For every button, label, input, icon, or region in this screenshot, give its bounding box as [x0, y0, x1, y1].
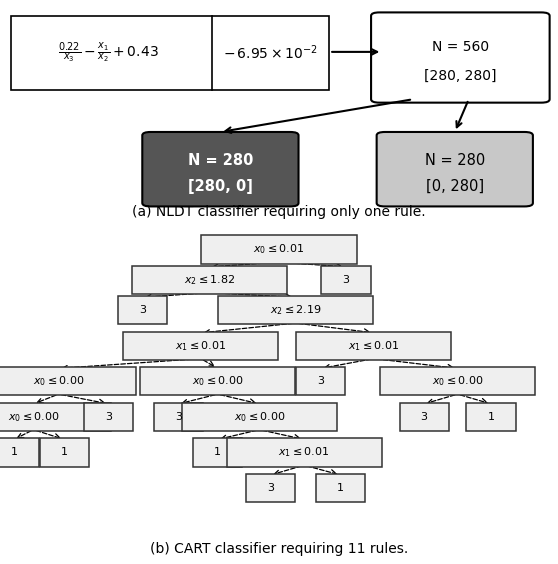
FancyBboxPatch shape [11, 16, 329, 90]
FancyBboxPatch shape [400, 403, 449, 431]
Text: 3: 3 [139, 305, 146, 315]
FancyBboxPatch shape [140, 367, 295, 395]
FancyBboxPatch shape [84, 403, 133, 431]
Text: $x_0 \leq 0.01$: $x_0 \leq 0.01$ [253, 243, 305, 256]
Text: $\frac{0.22}{x_3} - \frac{x_1}{x_2} + 0.43$: $\frac{0.22}{x_3} - \frac{x_1}{x_2} + 0.… [59, 41, 159, 65]
FancyBboxPatch shape [201, 235, 357, 263]
Text: 3: 3 [318, 376, 324, 386]
Text: $x_0 \leq 0.00$: $x_0 \leq 0.00$ [192, 374, 243, 388]
FancyBboxPatch shape [316, 474, 365, 502]
Text: [280, 0]: [280, 0] [188, 179, 253, 193]
FancyBboxPatch shape [142, 132, 299, 206]
Text: $x_1 \leq 0.01$: $x_1 \leq 0.01$ [278, 446, 330, 459]
Text: $x_1 \leq 0.01$: $x_1 \leq 0.01$ [175, 339, 227, 352]
FancyBboxPatch shape [118, 296, 167, 324]
FancyBboxPatch shape [371, 12, 550, 103]
Text: N = 560: N = 560 [432, 41, 489, 54]
Text: 1: 1 [488, 412, 494, 422]
FancyBboxPatch shape [0, 367, 136, 395]
Text: $x_2 \leq 2.19$: $x_2 \leq 2.19$ [270, 303, 321, 317]
Text: N = 280: N = 280 [425, 153, 485, 168]
Text: 1: 1 [214, 447, 221, 457]
Text: 1: 1 [337, 483, 344, 493]
FancyBboxPatch shape [246, 474, 295, 502]
FancyBboxPatch shape [296, 367, 345, 395]
Text: 1: 1 [11, 447, 17, 457]
Text: $x_0 \leq 0.00$: $x_0 \leq 0.00$ [234, 410, 285, 424]
FancyBboxPatch shape [154, 403, 203, 431]
FancyBboxPatch shape [321, 266, 371, 294]
Text: 3: 3 [343, 275, 349, 285]
FancyBboxPatch shape [40, 438, 89, 466]
Text: 3: 3 [175, 412, 182, 422]
FancyBboxPatch shape [466, 403, 516, 431]
Text: $x_0 \leq 0.00$: $x_0 \leq 0.00$ [33, 374, 84, 388]
Text: $x_0 \leq 0.00$: $x_0 \leq 0.00$ [8, 410, 59, 424]
Text: 3: 3 [105, 412, 112, 422]
Text: 1: 1 [61, 447, 68, 457]
Text: [0, 280]: [0, 280] [426, 179, 484, 193]
FancyBboxPatch shape [227, 438, 382, 466]
FancyBboxPatch shape [0, 403, 111, 431]
FancyBboxPatch shape [123, 332, 278, 360]
FancyBboxPatch shape [182, 403, 337, 431]
FancyBboxPatch shape [0, 438, 39, 466]
Text: (a) NLDT classifier requiring only one rule.: (a) NLDT classifier requiring only one r… [132, 205, 426, 219]
FancyBboxPatch shape [193, 438, 242, 466]
FancyBboxPatch shape [132, 266, 287, 294]
Text: 3: 3 [421, 412, 427, 422]
FancyBboxPatch shape [380, 367, 535, 395]
Text: $-\,6.95 \times 10^{-2}$: $-\,6.95 \times 10^{-2}$ [223, 44, 318, 62]
Text: $x_1 \leq 0.01$: $x_1 \leq 0.01$ [348, 339, 400, 352]
Text: N = 280: N = 280 [187, 153, 253, 168]
Text: (b) CART classifier requiring 11 rules.: (b) CART classifier requiring 11 rules. [150, 541, 408, 556]
Text: [280, 280]: [280, 280] [424, 69, 497, 82]
FancyBboxPatch shape [218, 296, 373, 324]
Text: 3: 3 [267, 483, 274, 493]
Text: $x_0 \leq 0.00$: $x_0 \leq 0.00$ [432, 374, 483, 388]
FancyBboxPatch shape [377, 132, 533, 206]
FancyBboxPatch shape [296, 332, 451, 360]
Text: $x_2 \leq 1.82$: $x_2 \leq 1.82$ [184, 273, 235, 287]
